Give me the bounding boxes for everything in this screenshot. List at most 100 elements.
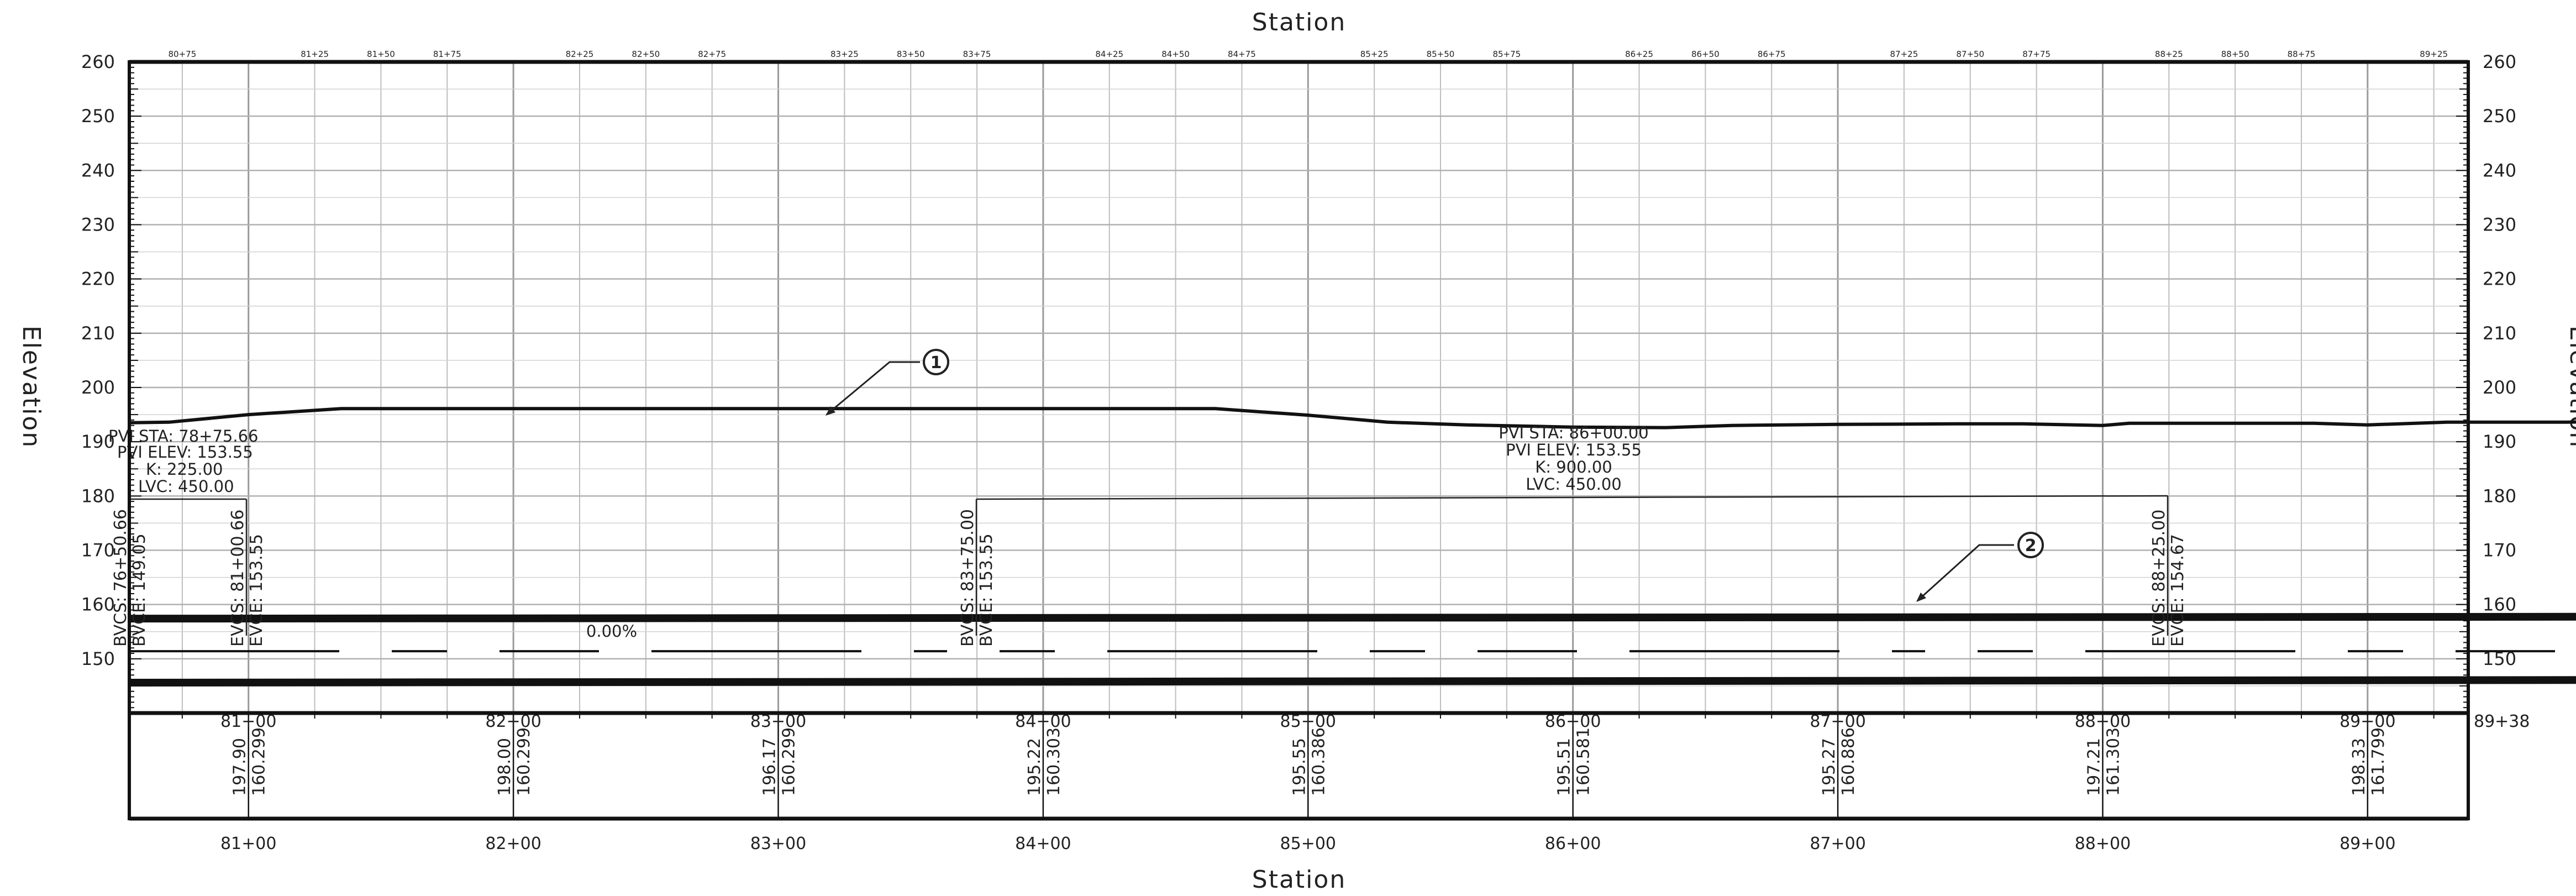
proposed-elevation-value: 160.886 bbox=[1839, 727, 1858, 796]
vc1-evce-label: EVCE: 153.55 bbox=[247, 534, 266, 647]
proposed-elevation-value: 161.799 bbox=[2369, 727, 2388, 796]
top-station-label: 86+50 bbox=[1691, 49, 1720, 59]
top-station-label: 84+50 bbox=[1161, 49, 1190, 59]
top-axis-title: Station bbox=[1252, 8, 1346, 36]
elevation-label-right: 220 bbox=[2483, 269, 2516, 290]
callout-1-number: 1 bbox=[930, 353, 942, 373]
existing-elevation-value: 196.17 bbox=[760, 738, 780, 796]
proposed-elevation-value: 160.299 bbox=[780, 727, 799, 796]
bottom-station-label: 84+00 bbox=[1015, 834, 1071, 853]
bottom-station-label: 82+00 bbox=[485, 834, 541, 853]
elevation-label-right: 260 bbox=[2483, 51, 2516, 72]
elevation-label-left: 180 bbox=[81, 485, 115, 506]
callout-1: 1 bbox=[826, 349, 949, 416]
proposed-elevation-value: 160.581 bbox=[1574, 727, 1594, 796]
band-station-label: 84+00 bbox=[1015, 712, 1071, 731]
top-station-label: 85+50 bbox=[1427, 49, 1455, 59]
vc2-bvce-label: BVCE: 153.55 bbox=[977, 533, 996, 647]
elevation-label-right: 180 bbox=[2483, 485, 2516, 506]
top-station-label: 87+25 bbox=[1890, 49, 1918, 59]
top-station-label: 89+25 bbox=[2420, 49, 2448, 59]
bottom-station-label: 87+00 bbox=[1810, 834, 1865, 853]
pvi-2-station: PVI STA: 86+00.00 bbox=[1499, 423, 1649, 442]
bottom-station-label: 86+00 bbox=[1545, 834, 1601, 853]
band-station-label: 82+00 bbox=[485, 712, 541, 731]
bottom-station-label: 83+00 bbox=[750, 834, 806, 853]
band-station-label: 87+00 bbox=[1810, 712, 1865, 731]
pvi-2-elevation: PVI ELEV: 153.55 bbox=[1506, 441, 1642, 459]
right-axis-title: Elevation bbox=[2564, 326, 2576, 448]
band-station-label: 89+00 bbox=[2340, 712, 2395, 731]
pvi-1-station: PVI STA: 78+75.66 bbox=[108, 427, 259, 446]
existing-elevation-value: 198.00 bbox=[495, 738, 514, 796]
top-station-label: 81+25 bbox=[301, 49, 329, 59]
elevation-labels: 260 260 250 250 240 240 230 230 220 220 210 210 200 2… bbox=[81, 51, 2516, 669]
elevation-label-left: 230 bbox=[81, 214, 115, 235]
pvi-1-elevation: PVI ELEV: 153.55 bbox=[117, 443, 253, 462]
callout-1-circle bbox=[923, 349, 949, 375]
top-station-label: 83+50 bbox=[897, 49, 925, 59]
elevation-label-left: 240 bbox=[81, 160, 115, 181]
existing-elevation-value: 195.55 bbox=[1290, 738, 1309, 796]
vc2-bvcs-label: BVCS: 83+75.00 bbox=[958, 509, 977, 647]
bottom-station-label: 85+00 bbox=[1280, 834, 1336, 853]
existing-elevation-value: 198.33 bbox=[2349, 738, 2369, 796]
top-station-label: 86+75 bbox=[1758, 49, 1786, 59]
band-station-label: 83+00 bbox=[750, 712, 806, 731]
elevation-label-left: 170 bbox=[81, 540, 115, 561]
elevation-label-right: 170 bbox=[2483, 540, 2516, 561]
proposed-elevation-value: 160.299 bbox=[250, 727, 269, 796]
pvi-2-k: K: 900.00 bbox=[1535, 458, 1612, 476]
top-station-label: 81+75 bbox=[433, 49, 461, 59]
top-station-label: 88+50 bbox=[2221, 49, 2249, 59]
callout-2: 2 bbox=[1916, 532, 2044, 602]
top-station-label: 82+25 bbox=[566, 49, 594, 59]
vc1-bvce-label: BVCE: 149.05 bbox=[130, 533, 149, 647]
vc2-evce-label: EVCE: 154.67 bbox=[2168, 534, 2188, 647]
proposed-elevation-value: 161.303 bbox=[2104, 727, 2123, 796]
callout-1-arrow bbox=[826, 406, 835, 416]
existing-elevation-value: 195.22 bbox=[1025, 738, 1044, 796]
callout-1-leader bbox=[826, 361, 920, 416]
elevation-label-right: 190 bbox=[2483, 431, 2516, 452]
elevation-label-right: 230 bbox=[2483, 214, 2516, 235]
upper-limit-line bbox=[129, 612, 2576, 623]
pvi-1-lvc: LVC: 450.00 bbox=[138, 477, 234, 496]
top-station-labels: 80+75 81+25 81+50 81+75 82+25 82+50 82+75 83+25… bbox=[169, 49, 2448, 59]
vc2-bracket bbox=[976, 495, 2168, 500]
vc1-bvcs-label: BVCS: 76+50.66 bbox=[111, 509, 130, 647]
proposed-elevation-value: 160.303 bbox=[1044, 727, 1064, 796]
elevation-label-left: 210 bbox=[81, 323, 115, 344]
callout-2-number: 2 bbox=[2025, 536, 2037, 556]
band-station-label: 86+00 bbox=[1545, 712, 1601, 731]
proposed-elevation-value: 160.299 bbox=[514, 727, 534, 796]
profile-frame bbox=[128, 60, 2470, 820]
top-station-label: 85+75 bbox=[1492, 49, 1521, 59]
callout-2-circle bbox=[2017, 532, 2044, 558]
elevation-label-right: 160 bbox=[2483, 594, 2516, 615]
vc2-evcs-label: EVCS: 88+25.00 bbox=[2149, 510, 2169, 647]
elevation-label-right: 210 bbox=[2483, 323, 2516, 344]
band-station-label: 81+00 bbox=[220, 712, 276, 731]
elevation-label-left: 190 bbox=[81, 431, 115, 452]
top-station-label: 81+50 bbox=[367, 49, 395, 59]
existing-ground-line bbox=[129, 407, 2576, 429]
elevation-label-left: 220 bbox=[81, 269, 115, 290]
pvi-2-lvc: LVC: 450.00 bbox=[1526, 475, 1622, 494]
curve-point-labels: BVCS: 76+50.66 BVCE: 149.05 EVCS: 81+00.… bbox=[111, 509, 2188, 647]
elevation-label-left: 150 bbox=[81, 648, 115, 669]
top-station-label: 88+25 bbox=[2155, 49, 2183, 59]
elevation-label-left: 260 bbox=[81, 51, 115, 72]
top-station-label: 84+25 bbox=[1095, 49, 1123, 59]
elevation-label-right: 240 bbox=[2483, 160, 2516, 181]
lower-limit-line bbox=[129, 676, 2576, 687]
top-station-label: 85+25 bbox=[1360, 49, 1389, 59]
top-station-label: 87+50 bbox=[1956, 49, 1984, 59]
elevation-label-left: 160 bbox=[81, 594, 115, 615]
existing-elevation-value: 197.90 bbox=[230, 738, 250, 796]
bottom-station-label: 88+00 bbox=[2075, 834, 2131, 853]
top-station-label: 82+75 bbox=[698, 49, 726, 59]
top-station-label: 84+75 bbox=[1228, 49, 1256, 59]
pvi-1-k: K: 225.00 bbox=[146, 460, 223, 479]
elevation-label-left: 200 bbox=[81, 377, 115, 398]
